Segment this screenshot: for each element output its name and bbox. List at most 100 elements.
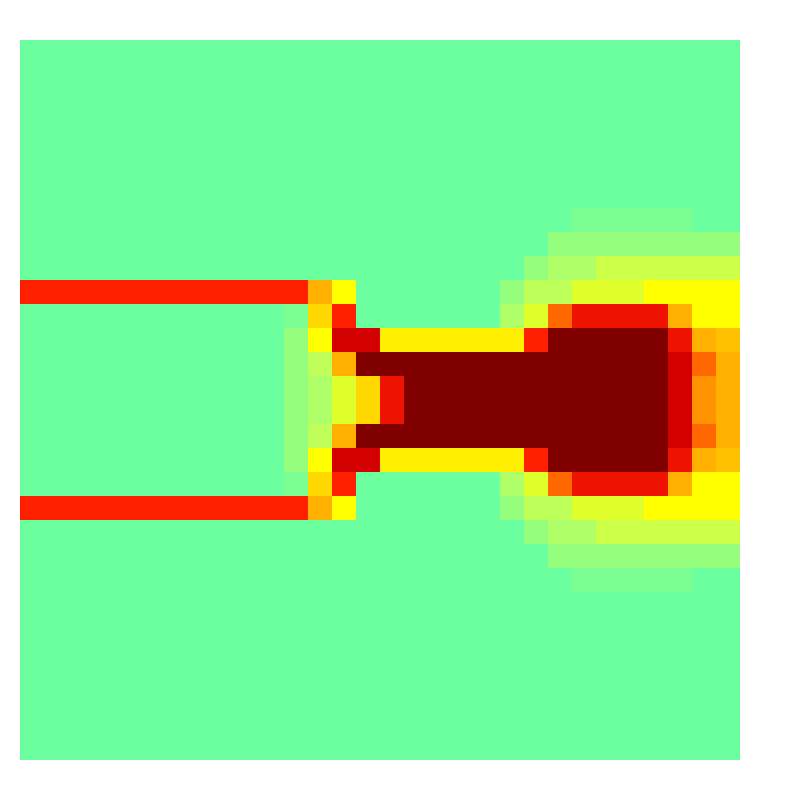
heatmap-cell <box>332 688 357 713</box>
heatmap-cell <box>116 304 141 329</box>
heatmap-cell <box>308 712 333 737</box>
heatmap-cell <box>548 448 573 473</box>
heatmap-cell <box>356 712 381 737</box>
heatmap-cell <box>68 184 93 209</box>
heatmap-cell <box>452 496 477 521</box>
heatmap-cell <box>116 136 141 161</box>
heatmap-cell <box>188 688 213 713</box>
heatmap-cell <box>236 472 261 497</box>
heatmap-cell <box>620 160 645 185</box>
heatmap-cell <box>68 208 93 233</box>
heatmap-cell <box>92 544 117 569</box>
heatmap-cell <box>476 232 501 257</box>
heatmap-cell <box>380 208 405 233</box>
heatmap-cell <box>356 136 381 161</box>
heatmap-cell <box>92 64 117 89</box>
heatmap-cell <box>428 616 453 641</box>
heatmap-cell <box>332 712 357 737</box>
heatmap-cell <box>308 736 333 760</box>
heatmap-cell <box>260 256 285 281</box>
heatmap-cell <box>188 88 213 113</box>
heatmap-cell <box>164 472 189 497</box>
heatmap-cell <box>380 664 405 689</box>
heatmap-cell <box>188 520 213 545</box>
heatmap-cell <box>236 592 261 617</box>
heatmap-cell <box>716 112 740 137</box>
heatmap-cell <box>332 328 357 353</box>
heatmap-cell <box>260 616 285 641</box>
heatmap-cell <box>164 208 189 233</box>
heatmap-cell <box>308 568 333 593</box>
heatmap-cell <box>380 592 405 617</box>
heatmap-cell <box>596 232 621 257</box>
heatmap-cell <box>596 496 621 521</box>
heatmap-cell <box>668 664 693 689</box>
heatmap-cell <box>404 568 429 593</box>
heatmap-cell <box>236 520 261 545</box>
heatmap-cell <box>68 136 93 161</box>
heatmap-cell <box>572 424 597 449</box>
heatmap-cell <box>284 64 309 89</box>
heatmap-cell <box>44 544 69 569</box>
heatmap-cell <box>356 328 381 353</box>
heatmap-cell <box>140 280 165 305</box>
heatmap-cell <box>140 664 165 689</box>
heatmap-cell <box>716 616 740 641</box>
heatmap-cell <box>380 64 405 89</box>
heatmap-cell <box>380 424 405 449</box>
heatmap-cell <box>476 280 501 305</box>
heatmap-cell <box>308 688 333 713</box>
heatmap-cell <box>692 304 717 329</box>
heatmap-cell <box>44 688 69 713</box>
heatmap-cell <box>332 40 357 65</box>
heatmap-cell <box>116 208 141 233</box>
heatmap-cell <box>212 352 237 377</box>
heatmap-cell <box>380 136 405 161</box>
heatmap-cell <box>356 400 381 425</box>
heatmap-cell <box>164 136 189 161</box>
heatmap-cell <box>500 64 525 89</box>
heatmap-cell <box>260 592 285 617</box>
heatmap-cell <box>308 520 333 545</box>
heatmap-cell <box>284 40 309 65</box>
heatmap-cell <box>452 376 477 401</box>
heatmap-cell <box>644 616 669 641</box>
heatmap-cell <box>692 352 717 377</box>
heatmap-cell <box>44 592 69 617</box>
heatmap-cell <box>20 424 45 449</box>
heatmap-cell <box>572 208 597 233</box>
heatmap-cell <box>332 400 357 425</box>
heatmap-cell <box>476 472 501 497</box>
heatmap-cell <box>548 568 573 593</box>
heatmap-cell <box>524 520 549 545</box>
heatmap-cell <box>116 232 141 257</box>
heatmap-cell <box>572 472 597 497</box>
heatmap-cell <box>140 136 165 161</box>
heatmap-cell <box>476 304 501 329</box>
heatmap-cell <box>452 88 477 113</box>
heatmap-cell <box>356 688 381 713</box>
heatmap-cell <box>380 40 405 65</box>
heatmap-cell <box>68 496 93 521</box>
heatmap-cell <box>524 328 549 353</box>
heatmap-cell <box>476 160 501 185</box>
heatmap-cell <box>284 376 309 401</box>
heatmap-cell <box>404 112 429 137</box>
heatmap-cell <box>548 400 573 425</box>
heatmap-cell <box>692 664 717 689</box>
heatmap-cell <box>404 472 429 497</box>
heatmap-cell <box>308 184 333 209</box>
heatmap-cell <box>92 568 117 593</box>
heatmap-cell <box>596 328 621 353</box>
heatmap-cell <box>596 88 621 113</box>
heatmap-cell <box>212 616 237 641</box>
heatmap-cell <box>476 328 501 353</box>
heatmap-cell <box>404 352 429 377</box>
heatmap-cell <box>140 592 165 617</box>
heatmap-cell <box>500 40 525 65</box>
heatmap-cell <box>20 568 45 593</box>
heatmap-cell <box>260 160 285 185</box>
heatmap-cell <box>188 328 213 353</box>
heatmap-cell <box>692 112 717 137</box>
heatmap-cell <box>548 616 573 641</box>
